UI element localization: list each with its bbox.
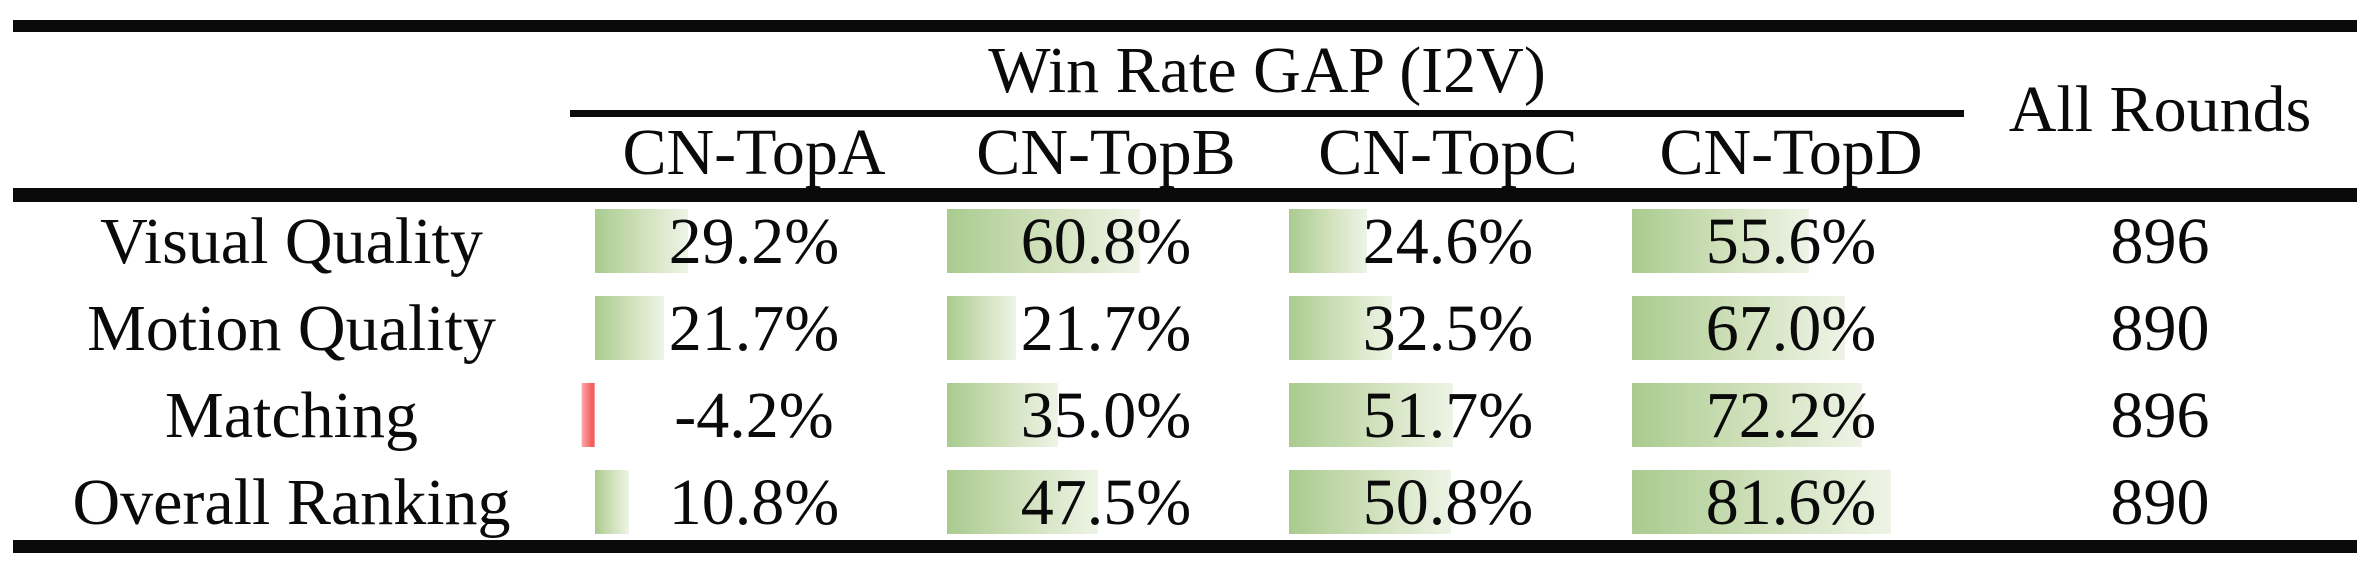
- data-bar-negative: [581, 383, 595, 447]
- cell-value: 47.5%: [1020, 466, 1192, 539]
- top-rule: [13, 20, 2357, 32]
- data-cell: 50.8%: [1289, 459, 1607, 546]
- cell-value: 81.6%: [1705, 466, 1877, 539]
- data-cell: 67.0%: [1632, 285, 1950, 372]
- data-cell: 47.5%: [947, 459, 1265, 546]
- table-row-visual-quality: Visual Quality 29.2% 60.8% 24.6% 55.6% 8…: [0, 198, 2374, 285]
- cell-value: 50.8%: [1362, 466, 1534, 539]
- data-bar: [1289, 470, 1451, 534]
- data-cell: 55.6%: [1632, 198, 1950, 285]
- cell-value: 32.5%: [1362, 292, 1534, 365]
- cell-value: 60.8%: [1020, 205, 1192, 278]
- data-bar: [595, 209, 688, 273]
- data-cell: 10.8%: [595, 459, 913, 546]
- cell-value: 67.0%: [1705, 292, 1877, 365]
- data-cell: 21.7%: [595, 285, 913, 372]
- header-separator-rule: [13, 188, 2357, 202]
- column-header-cn-topa: CN-TopA: [622, 116, 886, 189]
- cell-value: 29.2%: [668, 205, 840, 278]
- cell-value: 35.0%: [1020, 379, 1192, 452]
- data-cell: 32.5%: [1289, 285, 1607, 372]
- data-bar: [1289, 209, 1368, 273]
- data-bar: [1632, 470, 1892, 534]
- column-header-cn-topc: CN-TopC: [1318, 116, 1578, 189]
- all-rounds-value: 890: [2110, 466, 2210, 539]
- data-bar: [1632, 296, 1846, 360]
- data-cell: 60.8%: [947, 198, 1265, 285]
- cell-value: 51.7%: [1362, 379, 1534, 452]
- data-bar: [595, 296, 664, 360]
- cell-value: 24.6%: [1362, 205, 1534, 278]
- bottom-rule: [13, 540, 2357, 553]
- data-cell: 35.0%: [947, 372, 1265, 459]
- data-bar: [1289, 296, 1393, 360]
- cell-value: 10.8%: [668, 466, 840, 539]
- data-cell: 72.2%: [1632, 372, 1950, 459]
- table-row-motion-quality: Motion Quality 21.7% 21.7% 32.5% 67.0% 8…: [0, 285, 2374, 372]
- column-header-cn-topb: CN-TopB: [976, 116, 1236, 189]
- row-label: Overall Ranking: [72, 466, 511, 539]
- row-label: Visual Quality: [100, 205, 483, 278]
- cell-value: 21.7%: [668, 292, 840, 365]
- table-row-matching: Matching -4.2% 35.0% 51.7% 72.2% 896: [0, 372, 2374, 459]
- all-rounds-value: 896: [2110, 205, 2210, 278]
- spanning-header-win-rate-gap: Win Rate GAP (I2V): [988, 34, 1546, 107]
- all-rounds-value: 896: [2110, 379, 2210, 452]
- data-bar: [1632, 209, 1809, 273]
- spanning-header-underline: [570, 110, 1964, 117]
- data-bar: [595, 470, 630, 534]
- data-cell: 51.7%: [1289, 372, 1607, 459]
- column-header-cn-topd: CN-TopD: [1659, 116, 1923, 189]
- data-bar: [1632, 383, 1862, 447]
- data-cell: 29.2%: [595, 198, 913, 285]
- data-cell: 24.6%: [1289, 198, 1607, 285]
- data-bar: [947, 209, 1141, 273]
- cell-value: 21.7%: [1020, 292, 1192, 365]
- data-cell: -4.2%: [581, 372, 913, 459]
- data-cell: 81.6%: [1632, 459, 1950, 546]
- row-label: Matching: [165, 379, 418, 452]
- column-header-all-rounds: All Rounds: [2008, 73, 2312, 146]
- data-cell: 21.7%: [947, 285, 1265, 372]
- cell-value: 72.2%: [1705, 379, 1877, 452]
- data-bar: [947, 383, 1059, 447]
- row-label: Motion Quality: [87, 292, 496, 365]
- cell-value: -4.2%: [674, 379, 834, 452]
- data-bar: [947, 470, 1099, 534]
- table-row-overall-ranking: Overall Ranking 10.8% 47.5% 50.8% 81.6% …: [0, 459, 2374, 546]
- data-bar: [947, 296, 1016, 360]
- data-bar: [1289, 383, 1454, 447]
- cell-value: 55.6%: [1705, 205, 1877, 278]
- all-rounds-value: 890: [2110, 292, 2210, 365]
